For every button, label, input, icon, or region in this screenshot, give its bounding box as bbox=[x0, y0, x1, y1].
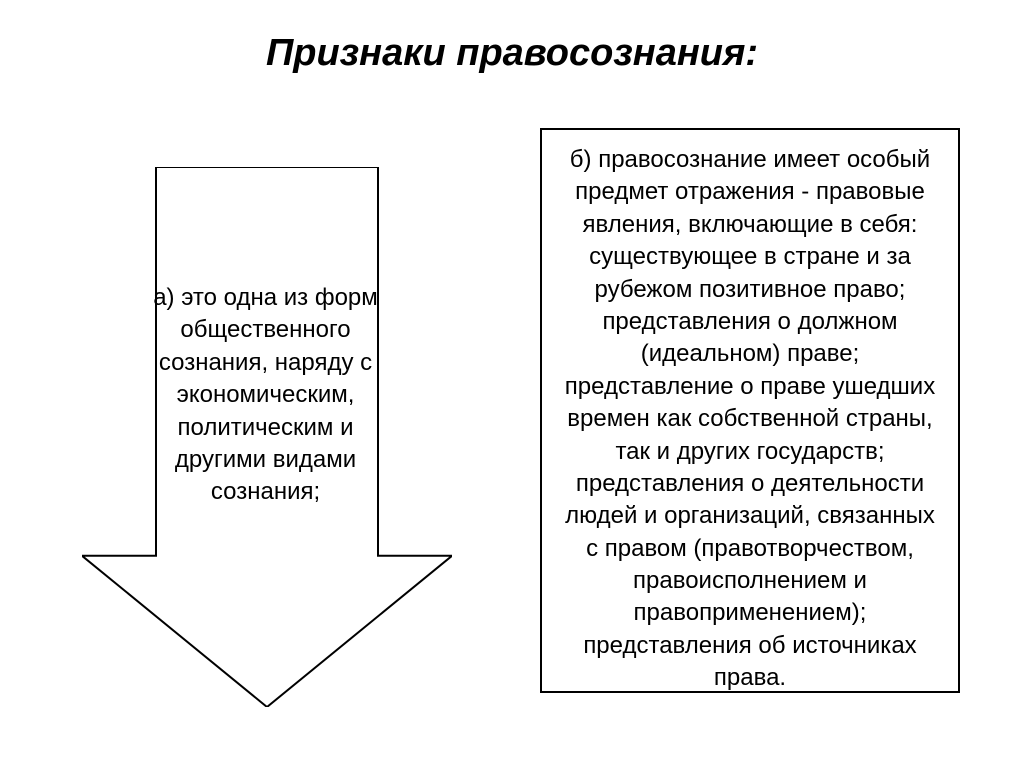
slide-title: Признаки правосознания: bbox=[0, 32, 1024, 75]
down-arrow-shape: а) это одна из форм общественного сознан… bbox=[82, 167, 452, 707]
arrow-text: а) это одна из форм общественного сознан… bbox=[138, 282, 393, 509]
text-box: б) правосознание имеет особый предмет от… bbox=[540, 128, 960, 693]
